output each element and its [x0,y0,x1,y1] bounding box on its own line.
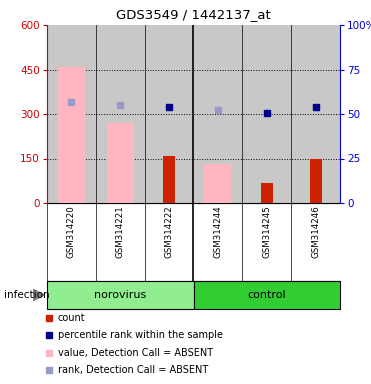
Text: GSM314220: GSM314220 [67,205,76,258]
Text: count: count [58,313,86,323]
Text: GSM314221: GSM314221 [116,205,125,258]
Text: GSM314246: GSM314246 [311,205,320,258]
Text: percentile rank within the sample: percentile rank within the sample [58,330,223,340]
Text: GSM314244: GSM314244 [213,205,223,258]
Text: value, Detection Call = ABSENT: value, Detection Call = ABSENT [58,348,213,358]
Bar [309,159,322,203]
Text: norovirus: norovirus [94,290,147,300]
Bar [47,25,96,203]
Text: rank, Detection Call = ABSENT: rank, Detection Call = ABSENT [58,365,208,375]
Bar [47,281,194,309]
Bar [291,25,340,203]
Bar [242,25,291,203]
Bar [145,25,194,203]
Bar [261,183,273,203]
Bar [194,281,340,309]
Bar [107,123,134,203]
Text: GSM314222: GSM314222 [165,205,174,258]
Text: GSM314245: GSM314245 [262,205,271,258]
Bar [58,66,85,203]
Text: infection: infection [4,290,49,300]
Bar [163,156,175,203]
Title: GDS3549 / 1442137_at: GDS3549 / 1442137_at [116,8,271,21]
Bar [194,25,242,203]
Text: control: control [247,290,286,300]
Polygon shape [33,290,45,301]
Bar [204,164,232,203]
Bar [96,25,145,203]
